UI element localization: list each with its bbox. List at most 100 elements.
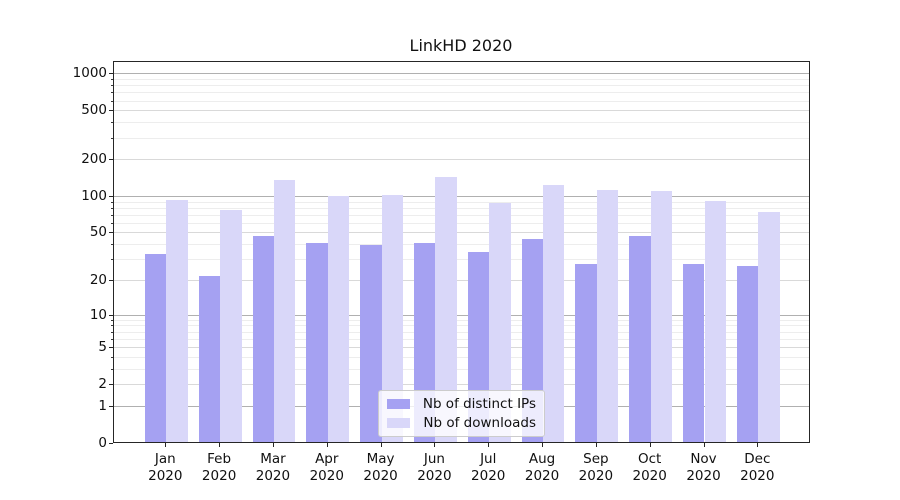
y-tick-mark <box>109 442 113 444</box>
x-tick-label-jan: Jan 2020 <box>148 451 183 484</box>
y-tick-mark <box>109 279 113 281</box>
y-tick-label-50: 50 <box>89 224 107 241</box>
bar-downloads-feb <box>220 210 242 443</box>
legend-item-downloads: Nb of downloads <box>387 415 536 431</box>
bar-distinct-ips-feb <box>198 276 221 443</box>
y-tick-mark <box>109 73 113 75</box>
y-minor-tick-mark <box>111 244 113 246</box>
gridline-sub <box>114 232 809 234</box>
bar-downloads-oct <box>650 190 673 443</box>
gridline-minor <box>114 122 809 124</box>
legend-swatch-downloads <box>387 418 410 428</box>
gridline-minor <box>114 331 809 333</box>
y-minor-tick-mark <box>111 78 113 80</box>
bar-distinct-ips-jan <box>144 253 167 443</box>
gridline-minor <box>114 78 809 80</box>
y-minor-tick-mark <box>111 214 113 216</box>
x-tick-label-nov: Nov 2020 <box>686 451 721 484</box>
gridline-sub <box>114 383 809 385</box>
y-tick-mark <box>109 346 113 348</box>
y-tick-mark <box>109 405 113 407</box>
x-tick-mark <box>219 443 221 447</box>
y-minor-tick-mark <box>111 259 113 261</box>
y-tick-label-2: 2 <box>98 375 107 392</box>
y-tick-mark <box>109 159 113 161</box>
gridline-minor <box>114 325 809 327</box>
y-minor-tick-mark <box>111 201 113 203</box>
gridline-minor <box>114 356 809 358</box>
x-tick-label-aug: Aug 2020 <box>524 451 560 484</box>
y-tick-label-200: 200 <box>81 151 107 168</box>
y-tick-mark <box>109 195 113 197</box>
x-tick-mark <box>595 443 597 447</box>
y-tick-label-0: 0 <box>98 434 107 451</box>
plot-area <box>113 61 810 443</box>
y-tick-mark <box>109 383 113 385</box>
gridline-decade <box>114 195 809 197</box>
y-tick-label-1: 1 <box>98 397 107 414</box>
y-minor-tick-mark <box>111 100 113 102</box>
x-tick-label-oct: Oct 2020 <box>632 451 667 484</box>
y-minor-tick-mark <box>111 122 113 124</box>
x-tick-label-apr: Apr 2020 <box>309 451 344 484</box>
y-minor-tick-mark <box>111 331 113 333</box>
gridline-minor <box>114 338 809 340</box>
gridline-minor <box>114 222 809 224</box>
bar-downloads-aug <box>543 185 565 443</box>
bar-distinct-ips-sep <box>575 263 597 443</box>
chart-title: LinkHD 2020 <box>409 36 513 55</box>
gridline-sub <box>114 110 809 112</box>
gridline-minor <box>114 207 809 209</box>
x-tick-mark <box>380 443 382 447</box>
bar-distinct-ips-oct <box>629 235 651 443</box>
bar-downloads-may <box>381 195 403 443</box>
gridline-decade <box>114 73 809 75</box>
gridline-sub <box>114 159 809 161</box>
x-tick-mark <box>649 443 651 447</box>
bar-distinct-ips-may <box>360 245 382 443</box>
x-tick-label-jun: Jun 2020 <box>417 451 452 484</box>
bar-downloads-jun <box>435 177 457 443</box>
bar-downloads-mar <box>273 179 296 443</box>
x-tick-mark <box>326 443 328 447</box>
bar-downloads-dec <box>758 212 780 443</box>
bar-downloads-jul <box>489 202 511 443</box>
bar-downloads-nov <box>704 200 726 443</box>
legend-label-distinct-ips: Nb of distinct IPs <box>422 396 536 412</box>
x-tick-label-sep: Sep 2020 <box>578 451 614 484</box>
y-tick-mark <box>109 110 113 112</box>
x-tick-label-mar: Mar 2020 <box>255 451 291 484</box>
y-tick-label-100: 100 <box>81 187 107 204</box>
gridline-minor <box>114 92 809 94</box>
y-tick-label-500: 500 <box>81 102 107 119</box>
bar-distinct-ips-dec <box>736 265 759 443</box>
x-tick-label-jul: Jul 2020 <box>471 451 506 484</box>
y-tick-label-10: 10 <box>89 306 107 323</box>
y-tick-label-5: 5 <box>98 338 107 355</box>
gridline-sub <box>114 279 809 281</box>
bar-downloads-apr <box>327 196 350 443</box>
x-tick-mark <box>434 443 436 447</box>
y-minor-tick-mark <box>111 207 113 209</box>
legend-item-distinct-ips: Nb of distinct IPs <box>387 396 536 412</box>
gridline-minor <box>114 85 809 87</box>
gridline-minor <box>114 100 809 102</box>
bar-downloads-sep <box>596 189 619 443</box>
gridline-sub <box>114 346 809 348</box>
gridline-minor <box>114 259 809 261</box>
y-minor-tick-mark <box>111 338 113 340</box>
x-tick-mark <box>165 443 167 447</box>
x-tick-label-may: May 2020 <box>363 451 398 484</box>
gridline-minor <box>114 201 809 203</box>
bar-distinct-ips-apr <box>306 242 328 443</box>
y-minor-tick-mark <box>111 85 113 87</box>
y-tick-mark <box>109 232 113 234</box>
y-minor-tick-mark <box>111 137 113 139</box>
x-tick-mark <box>542 443 544 447</box>
y-minor-tick-mark <box>111 92 113 94</box>
y-tick-mark <box>109 314 113 316</box>
y-tick-label-1000: 1000 <box>72 65 107 82</box>
y-minor-tick-mark <box>111 222 113 224</box>
y-minor-tick-mark <box>111 368 113 370</box>
